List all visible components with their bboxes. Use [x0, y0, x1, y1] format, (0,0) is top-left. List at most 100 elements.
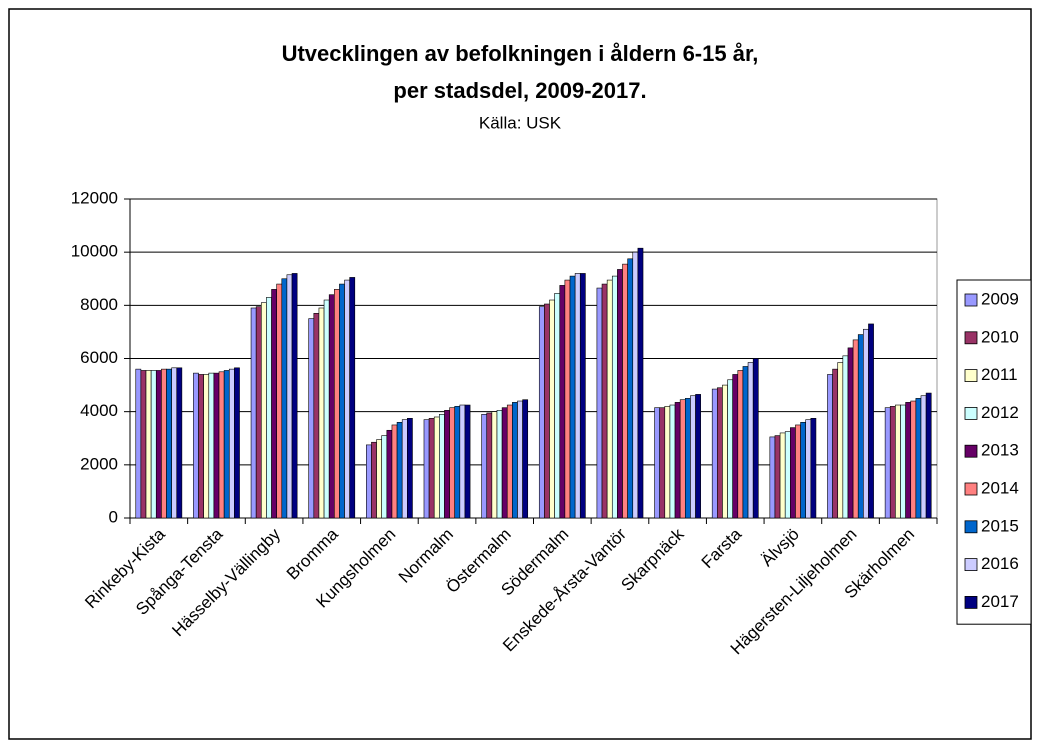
bar [664, 406, 671, 519]
bar [690, 395, 696, 519]
legend-label: 2011 [981, 365, 1018, 384]
bar [601, 283, 608, 519]
bar [271, 289, 277, 519]
y-tick-label: 6000 [80, 348, 118, 367]
bar [339, 283, 345, 519]
bar [910, 400, 917, 519]
bar [800, 421, 807, 519]
legend-label: 2015 [981, 516, 1019, 535]
bar [444, 410, 450, 519]
bar [611, 275, 618, 519]
bar [654, 407, 660, 519]
bar [255, 306, 262, 519]
bar [737, 370, 744, 519]
bar [203, 374, 210, 519]
y-tick-label: 2000 [80, 454, 118, 473]
y-tick-label: 8000 [80, 295, 118, 314]
bar [637, 247, 644, 519]
bar [837, 362, 844, 519]
bar [276, 283, 283, 519]
bar [717, 387, 723, 519]
bar [433, 416, 440, 519]
legend-label: 2009 [981, 289, 1019, 308]
bar [905, 402, 912, 519]
bar [366, 444, 372, 519]
bar [889, 406, 896, 519]
bar [810, 418, 817, 519]
bar [732, 374, 739, 519]
bar [752, 358, 759, 519]
legend-label: 2012 [981, 403, 1019, 422]
legend-swatch [964, 482, 978, 496]
bar [579, 273, 586, 519]
legend-swatch [964, 444, 978, 458]
bar [323, 299, 330, 519]
bar [407, 418, 413, 519]
chart-title: per stadsdel, 2009-2017. [393, 78, 646, 103]
legend-swatch [964, 520, 978, 534]
y-tick-label: 12000 [71, 188, 118, 207]
bar [622, 263, 628, 519]
bar [223, 370, 230, 519]
bar [155, 370, 162, 519]
bar [291, 273, 298, 519]
bar [747, 362, 754, 519]
bar [135, 368, 142, 519]
bar [506, 404, 513, 519]
bar [857, 334, 864, 519]
bar [176, 367, 183, 519]
bar [286, 274, 293, 519]
bar [574, 273, 581, 519]
bar [679, 399, 686, 519]
bar [920, 395, 927, 519]
bar [790, 427, 796, 519]
legend-swatch [964, 406, 978, 420]
bar [464, 404, 471, 519]
bar [722, 384, 728, 519]
legend-label: 2013 [981, 441, 1019, 460]
bar [925, 392, 932, 519]
bar [805, 419, 812, 519]
bar [459, 404, 466, 519]
bar [198, 374, 204, 519]
bar [669, 404, 676, 519]
bar [549, 299, 555, 519]
bar [396, 421, 403, 519]
bar [659, 407, 666, 519]
bar [900, 404, 906, 519]
bar [376, 439, 383, 519]
bar [171, 367, 178, 519]
bar [213, 372, 220, 519]
bar [627, 258, 634, 519]
y-tick-label: 0 [109, 507, 118, 526]
legend-swatch [964, 293, 978, 307]
bar [193, 372, 199, 519]
bar [569, 275, 576, 519]
bar [454, 406, 461, 519]
legend-swatch [964, 558, 978, 571]
bar [150, 370, 157, 519]
bar [832, 368, 839, 519]
bar [538, 306, 545, 519]
bar [428, 418, 435, 519]
bar [847, 347, 854, 519]
bar [711, 388, 718, 519]
bar [596, 287, 603, 519]
bar [695, 394, 701, 519]
bar [779, 432, 786, 519]
bar [915, 398, 922, 519]
bar [827, 374, 833, 519]
bar [795, 424, 801, 519]
bar [727, 379, 733, 519]
bar [674, 402, 681, 519]
bar [517, 400, 523, 519]
bar [281, 278, 288, 519]
y-tick-label: 4000 [80, 401, 118, 420]
bar [140, 370, 147, 519]
bar [496, 410, 503, 519]
bar [349, 277, 356, 519]
bar [684, 398, 691, 519]
bar [308, 318, 315, 519]
bar [166, 368, 172, 519]
